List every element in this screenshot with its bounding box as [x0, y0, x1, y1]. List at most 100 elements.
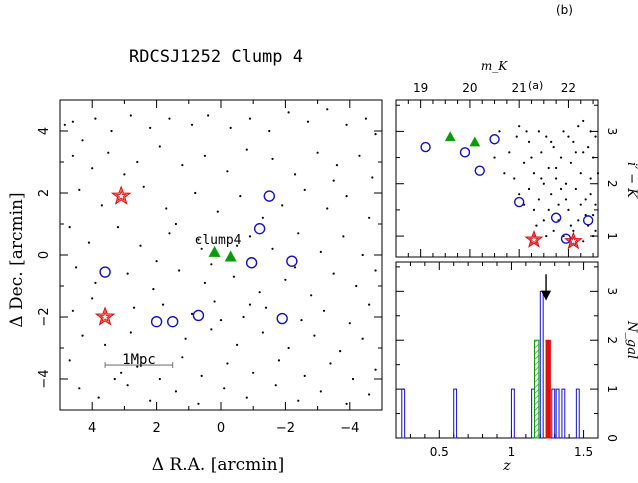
data-point	[207, 114, 210, 117]
data-point	[158, 145, 161, 148]
member-galaxy-marker	[286, 255, 298, 267]
triangle-marker	[224, 250, 237, 262]
data-point	[236, 343, 239, 346]
data-point	[530, 156, 533, 159]
member-galaxy-marker	[99, 266, 111, 278]
x-tick-label: 0.5	[430, 445, 449, 459]
data-point	[310, 294, 313, 297]
data-point	[552, 229, 555, 232]
data-point	[197, 238, 200, 241]
data-point	[329, 362, 332, 365]
member-galaxy-marker	[253, 222, 266, 235]
data-point	[113, 377, 116, 381]
triangle-marker	[469, 136, 481, 147]
data-point	[103, 343, 107, 346]
right-tick-label: 3	[605, 128, 619, 136]
data-point	[68, 359, 71, 362]
data-point	[374, 269, 377, 272]
data-point	[574, 151, 577, 154]
data-point	[229, 126, 232, 129]
data-point	[155, 260, 158, 263]
data-point	[232, 275, 235, 278]
map-xlabel: Δ R.A. [arcmin]	[152, 455, 285, 475]
data-point	[319, 250, 322, 253]
data-point	[91, 167, 94, 170]
y-tick-label: 0	[37, 251, 52, 259]
data-point	[87, 241, 91, 244]
data-point	[361, 337, 364, 340]
data-point	[345, 195, 348, 198]
data-point	[579, 203, 582, 206]
data-point	[582, 151, 585, 154]
data-point	[591, 214, 595, 217]
data-point	[582, 240, 585, 243]
data-point	[591, 156, 595, 159]
data-point	[559, 187, 563, 191]
member-galaxy-marker	[582, 215, 594, 226]
data-point	[168, 117, 171, 120]
data-point	[81, 139, 84, 142]
data-point	[577, 219, 580, 222]
data-point	[567, 208, 570, 211]
data-point	[584, 198, 587, 201]
right-tick-label: 0	[605, 434, 619, 442]
data-point	[542, 182, 545, 185]
data-point	[94, 281, 97, 284]
data-point	[513, 177, 516, 180]
data-point	[589, 177, 592, 180]
data-point	[71, 309, 74, 312]
data-point	[174, 390, 178, 393]
data-point	[274, 384, 277, 387]
data-point	[120, 371, 123, 374]
y-tick-label: 2	[37, 189, 52, 197]
data-point	[71, 154, 74, 157]
map-ylabel: Δ Dec. [arcmin]	[7, 192, 27, 327]
star-marker-inner	[98, 310, 112, 323]
y-tick-label: −2	[37, 307, 52, 326]
data-point	[540, 177, 543, 180]
data-point	[552, 146, 555, 149]
redshift-histogram-panel: 0.5 1 1.5 0 1 2 3	[395, 261, 619, 459]
hist-ylabel: N_gal	[624, 320, 638, 359]
data-point	[345, 402, 348, 405]
data-point	[126, 384, 129, 387]
data-point	[197, 402, 200, 405]
data-point	[574, 187, 577, 191]
data-point	[200, 374, 203, 377]
data-point	[368, 393, 371, 396]
histogram-bar	[555, 388, 560, 439]
data-point	[181, 356, 184, 359]
data-point	[525, 130, 528, 133]
top-tick-label: 19	[413, 81, 428, 95]
data-point	[194, 191, 197, 195]
x-tick-label: −2	[276, 421, 295, 436]
data-point	[591, 234, 595, 238]
data-point	[129, 331, 132, 334]
data-point	[261, 331, 264, 334]
data-point	[116, 226, 120, 229]
data-point	[293, 266, 297, 269]
color-magnitude-panel: 19 20 21 22 1 2 3	[395, 81, 619, 258]
data-point	[342, 235, 345, 238]
data-point	[216, 210, 219, 213]
member-galaxy-marker	[192, 309, 205, 322]
data-point	[284, 278, 287, 281]
data-point	[261, 216, 264, 219]
sub-label-a: (a)	[528, 79, 543, 92]
data-point	[559, 156, 563, 159]
data-point	[361, 253, 364, 257]
data-point	[303, 374, 306, 377]
data-point	[594, 203, 597, 206]
data-point	[264, 306, 268, 309]
data-point	[306, 120, 310, 123]
member-galaxy-marker	[513, 196, 525, 208]
data-point	[132, 306, 136, 309]
data-point	[242, 315, 245, 319]
data-point	[297, 232, 300, 235]
data-point	[142, 185, 145, 188]
data-point	[348, 322, 351, 325]
data-point	[594, 135, 597, 138]
corner-label: (b)	[556, 3, 573, 17]
data-point	[587, 146, 590, 149]
